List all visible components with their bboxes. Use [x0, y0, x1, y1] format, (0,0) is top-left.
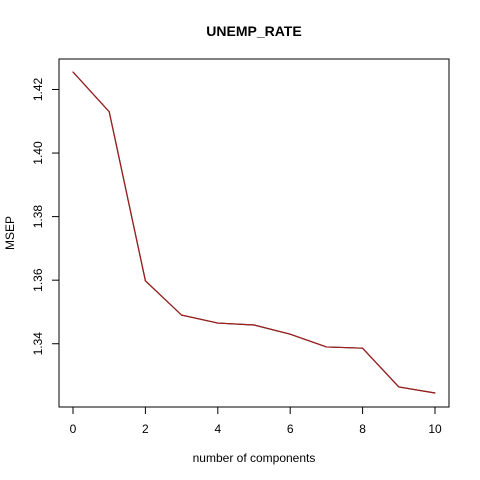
data-point — [217, 322, 219, 324]
plot-frame — [58, 58, 450, 408]
y-axis: 1.34 1.36 1.38 1.40 1.42 — [31, 77, 60, 356]
x-tick-label: 10 — [428, 422, 442, 436]
x-tick-label: 4 — [214, 422, 221, 436]
data-point — [398, 386, 400, 388]
chart-title: UNEMP_RATE — [206, 23, 301, 39]
data-point — [108, 111, 110, 113]
series-line — [72, 71, 436, 394]
y-tick-label: 1.34 — [31, 332, 45, 356]
x-tick-label: 8 — [359, 422, 366, 436]
data-point — [144, 280, 146, 282]
y-tick-label: 1.42 — [31, 77, 45, 101]
x-tick-label: 6 — [287, 422, 294, 436]
data-point — [362, 347, 364, 349]
data-point — [434, 392, 436, 394]
y-tick-label: 1.36 — [31, 268, 45, 292]
y-tick-label: 1.40 — [31, 141, 45, 165]
data-point — [325, 346, 327, 348]
x-tick-label: 2 — [142, 422, 149, 436]
y-tick-label: 1.38 — [31, 205, 45, 229]
data-point — [72, 71, 74, 73]
data-point — [289, 333, 291, 335]
x-tick-label: 0 — [70, 422, 77, 436]
series-layer — [72, 71, 436, 394]
series-line — [72, 71, 436, 394]
x-axis-label: number of components — [193, 451, 316, 465]
data-point — [253, 324, 255, 326]
data-point — [181, 314, 183, 316]
x-axis: 0 2 4 6 8 10 — [70, 406, 442, 436]
y-axis-label: MSEP — [3, 216, 17, 250]
